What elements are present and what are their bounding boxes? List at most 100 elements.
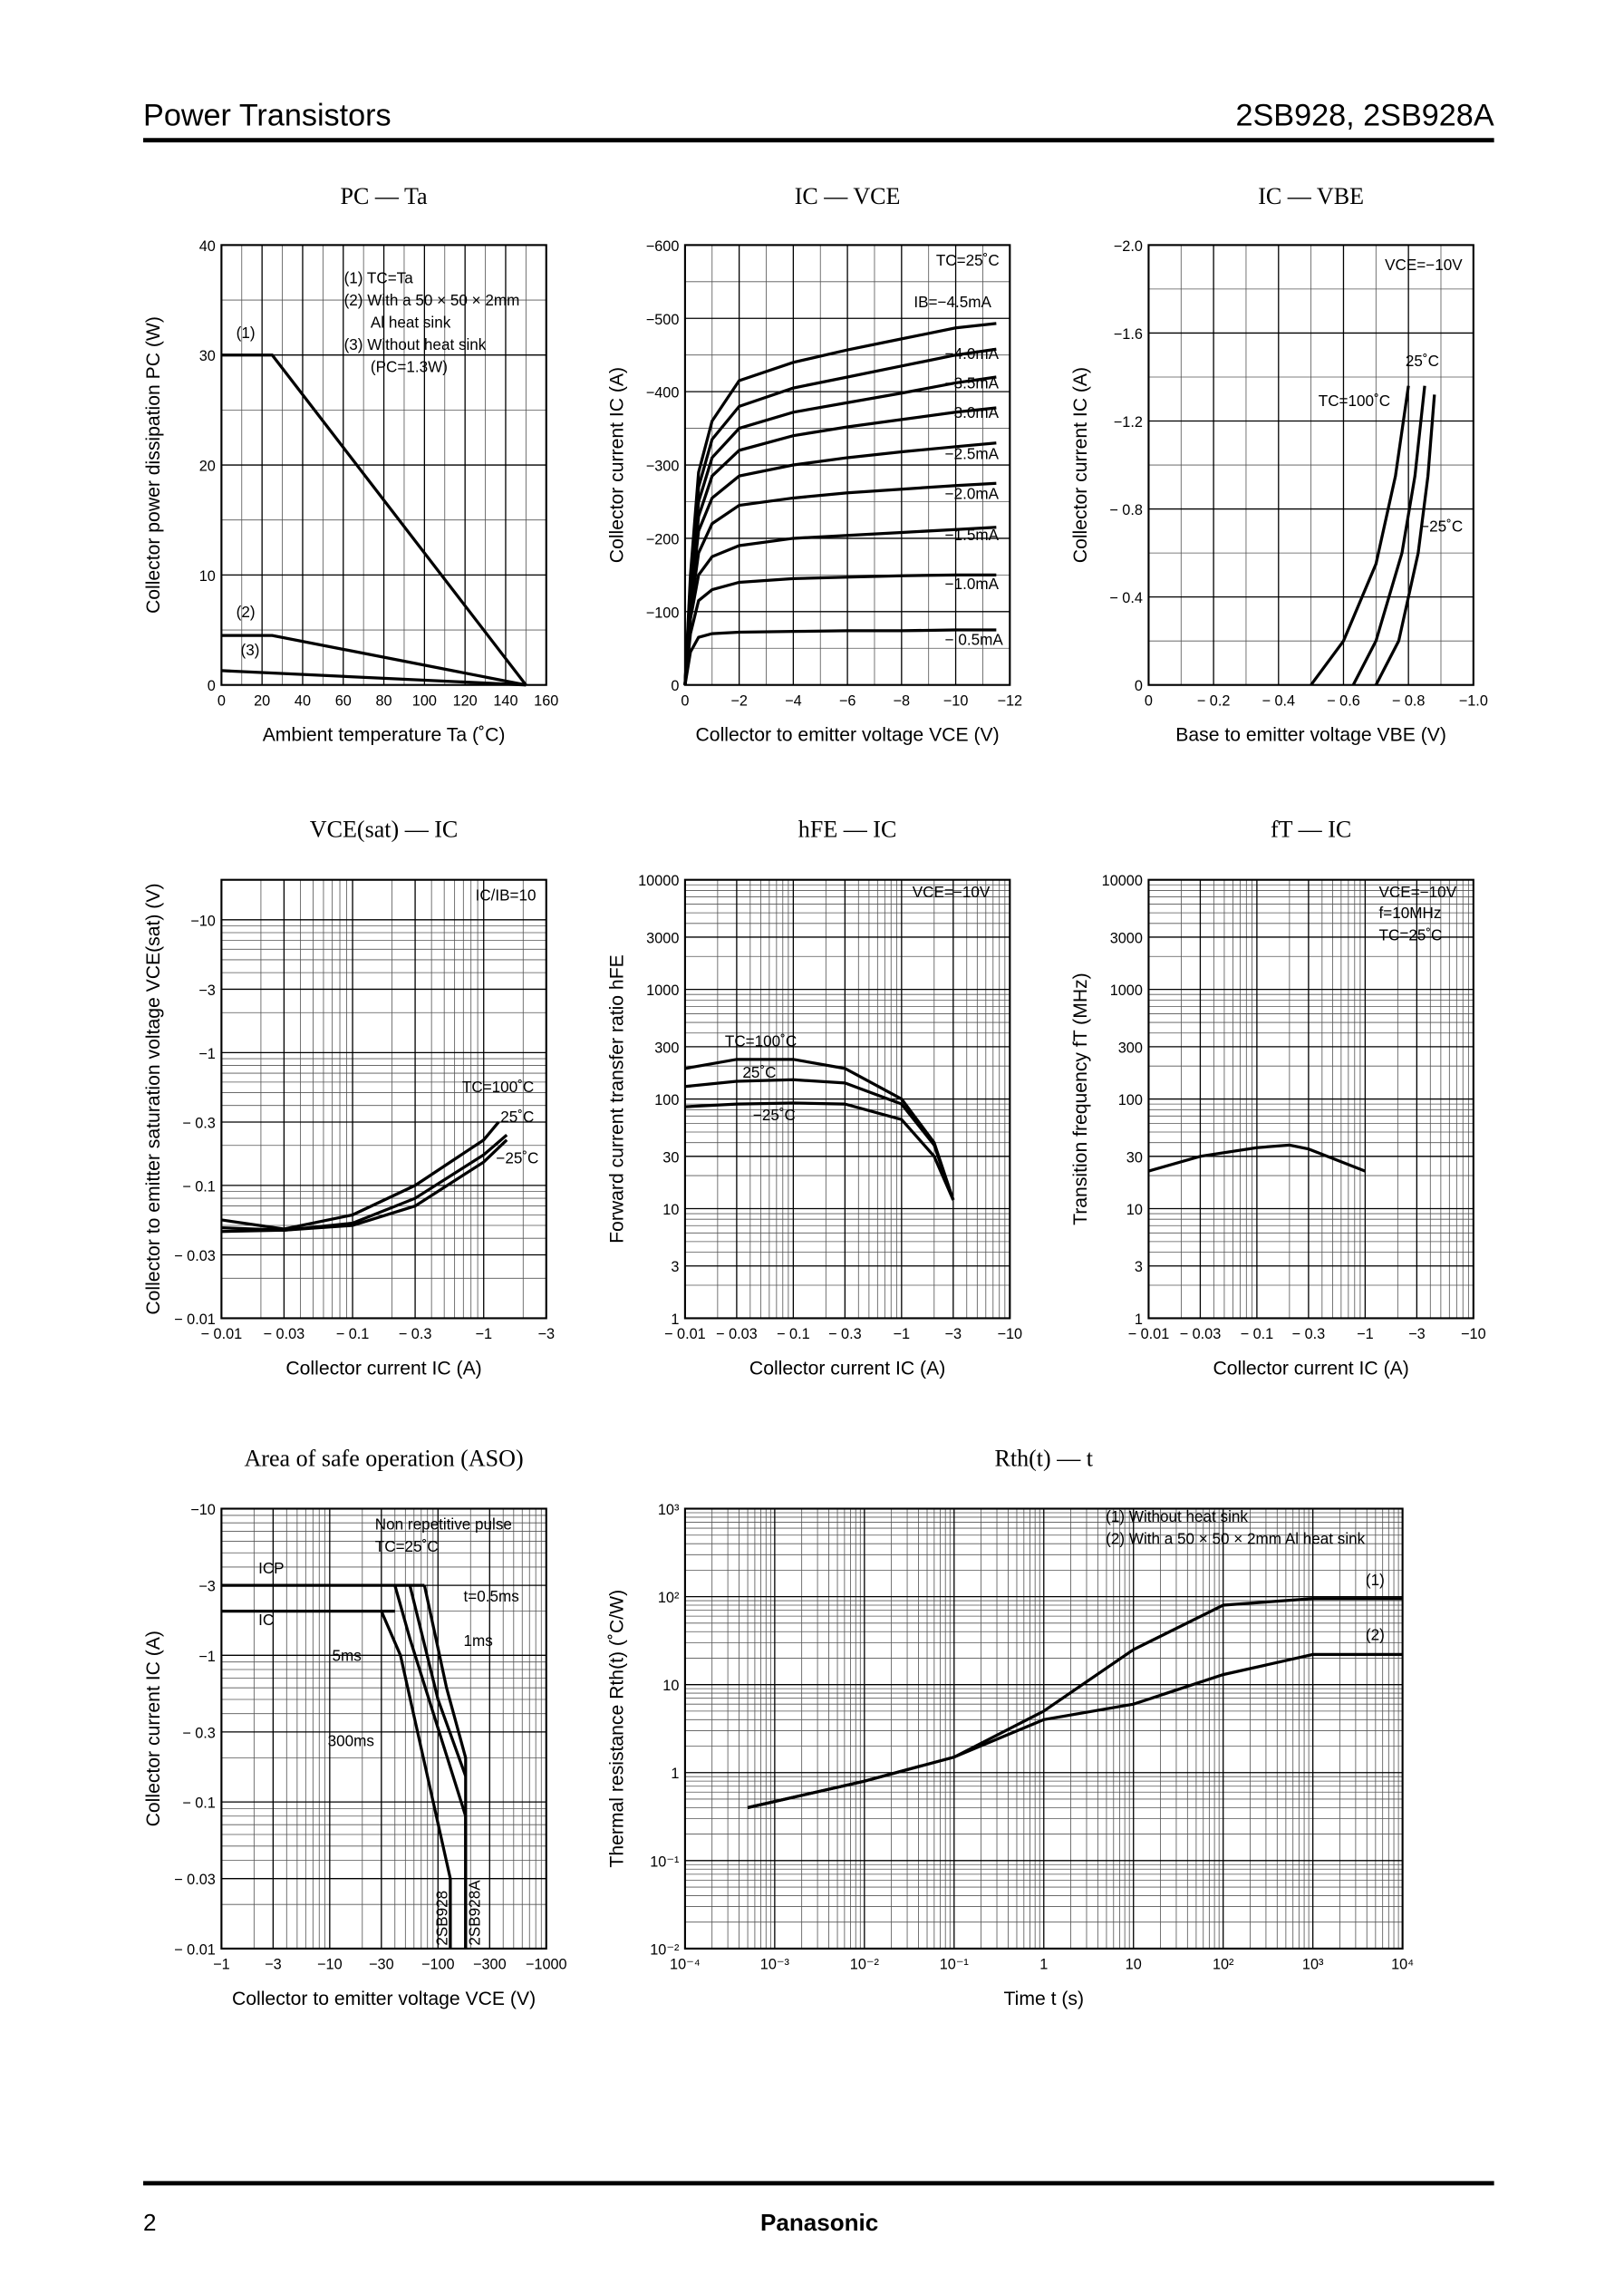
y-tick-label: 10: [199, 568, 216, 585]
y-axis-label: Collector current IC (A): [143, 1631, 164, 1826]
curve-label: −3.0mA: [945, 404, 1000, 421]
chart-title: hFE — IC: [798, 816, 897, 842]
chart: 0 −2 −4 −6 −8 −10 −12 0 −100 −200 −300 −400 −500 −600…: [606, 183, 1022, 746]
y-tick-label: 0: [671, 678, 679, 694]
y-tick-label: 100: [1118, 1092, 1143, 1108]
y-tick-label: 10²: [658, 1590, 680, 1606]
curve-label: TC=100˚C: [725, 1033, 797, 1050]
curve-label: 1ms: [464, 1632, 493, 1650]
y-tick-label: 0: [1135, 678, 1143, 694]
y-tick-label: 300: [1118, 1040, 1143, 1056]
y-tick-label: −200: [646, 531, 680, 547]
x-axis-label: Base to emitter voltage VBE (V): [1175, 725, 1446, 746]
x-tick-label: −300: [473, 1957, 507, 1973]
chart-title: fT — IC: [1271, 816, 1351, 842]
x-tick-label: −6: [839, 693, 856, 710]
y-tick-label: − 0.1: [182, 1178, 216, 1195]
x-tick-label: 20: [254, 693, 270, 710]
curve: [683, 441, 997, 685]
y-tick-label: − 0.03: [174, 1872, 216, 1888]
curve-label: −4.0mA: [945, 345, 1000, 363]
y-tick-label: −500: [646, 312, 680, 328]
curve: [1374, 394, 1436, 686]
curve: [683, 573, 997, 685]
curve-label: −25˚C: [496, 1149, 538, 1166]
curve-label: 2SB928: [434, 1891, 451, 1946]
curve: [1310, 385, 1410, 686]
y-tick-label: 20: [199, 459, 216, 475]
x-tick-label: 80: [376, 693, 392, 710]
x-axis-label: Collector current IC (A): [285, 1358, 481, 1379]
x-axis-label: Time t (s): [1003, 1989, 1084, 2009]
chart: − 0.01 − 0.03 − 0.1 − 0.3 −1 −3 −10 1 3 10 30 100 30…: [606, 816, 1022, 1379]
curve-label: −3.5mA: [945, 374, 1000, 392]
y-axis-label: Thermal resistance Rth(t) (˚C/W): [606, 1590, 627, 1868]
curve-label: (1): [1366, 1572, 1385, 1589]
x-tick-label: −1000: [526, 1957, 567, 1973]
curve-label: IC: [258, 1612, 274, 1629]
y-tick-label: 40: [199, 238, 216, 255]
x-tick-label: − 0.03: [716, 1326, 758, 1342]
y-tick-label: 1000: [1110, 982, 1143, 999]
curve-label: −2.5mA: [945, 446, 1000, 463]
x-tick-label: −2: [730, 693, 748, 710]
curve: [380, 1610, 452, 1880]
x-tick-label: −1: [1357, 1326, 1374, 1342]
y-tick-label: 10: [662, 1678, 679, 1694]
plot-frame: [1147, 878, 1474, 1320]
y-tick-label: 1: [671, 1766, 679, 1782]
plot-frame: [220, 878, 547, 1320]
curve-label: 25˚C: [500, 1108, 534, 1126]
x-tick-label: −3: [537, 1326, 555, 1342]
y-axis-label: Transition frequency fT (MHz): [1070, 973, 1091, 1225]
y-tick-label: 10: [1126, 1202, 1143, 1218]
x-tick-label: −3: [1408, 1326, 1426, 1342]
y-tick-label: − 0.3: [182, 1115, 216, 1131]
curve: [683, 628, 997, 685]
x-tick-label: 10⁻¹: [940, 1957, 970, 1973]
x-tick-label: − 0.3: [1292, 1326, 1326, 1342]
y-axis-label: Collector to emitter saturation voltage …: [143, 883, 164, 1314]
x-tick-label: − 0.03: [1180, 1326, 1222, 1342]
y-tick-label: 3: [671, 1259, 679, 1275]
y-axis-label: Collector current IC (A): [1070, 367, 1091, 563]
curve-label: TC=100˚C: [462, 1079, 534, 1096]
curve: [683, 526, 997, 685]
y-tick-label: −1: [198, 1046, 216, 1062]
x-tick-label: − 0.4: [1262, 693, 1295, 710]
x-tick-label: − 0.6: [1327, 693, 1360, 710]
curve: [393, 1584, 468, 1817]
x-tick-label: −1: [894, 1326, 911, 1342]
y-tick-label: − 0.1: [182, 1796, 216, 1812]
x-tick-label: −3: [945, 1326, 962, 1342]
annotation: (PC=1.3W): [371, 358, 448, 375]
x-tick-label: 60: [335, 693, 352, 710]
curve: [221, 1138, 508, 1234]
x-tick-label: 0: [1145, 693, 1153, 710]
chart: − 0.01 − 0.03 − 0.1 − 0.3 −1 −3 −10 1 3 10 30 100 30…: [1070, 816, 1486, 1379]
x-axis-label: Collector current IC (A): [1213, 1358, 1408, 1379]
y-tick-label: −400: [646, 385, 680, 402]
y-tick-label: 10³: [658, 1502, 680, 1518]
page-number: 2: [143, 2209, 157, 2236]
curve-label: −1.0mA: [945, 576, 1000, 593]
chart-title: IC — VBE: [1258, 183, 1364, 209]
x-tick-label: 100: [412, 693, 437, 710]
y-tick-label: −2.0: [1114, 238, 1143, 255]
x-tick-label: −12: [997, 693, 1022, 710]
x-tick-label: −10: [943, 693, 969, 710]
y-tick-label: 3000: [646, 930, 679, 946]
x-tick-label: 1: [1039, 1957, 1048, 1973]
x-tick-label: 120: [453, 693, 478, 710]
x-tick-label: −8: [894, 693, 911, 710]
header-left: Power Transistors: [143, 98, 392, 132]
y-tick-label: 300: [654, 1040, 679, 1056]
y-tick-label: −1: [198, 1649, 216, 1665]
curve: [747, 1652, 1403, 1809]
y-tick-label: 10: [662, 1202, 679, 1218]
annotation: VCE=−10V: [1385, 257, 1463, 274]
brand: Panasonic: [760, 2209, 878, 2236]
y-axis-label: Forward current transfer ratio hFE: [606, 954, 627, 1244]
chart: 10⁻⁴ 10⁻³ 10⁻² 10⁻¹ 1 10 10² 10³ 10⁴ 10⁻² 10⁻¹ 1 10 1…: [606, 1445, 1414, 2008]
y-tick-label: − 0.01: [174, 1312, 216, 1328]
